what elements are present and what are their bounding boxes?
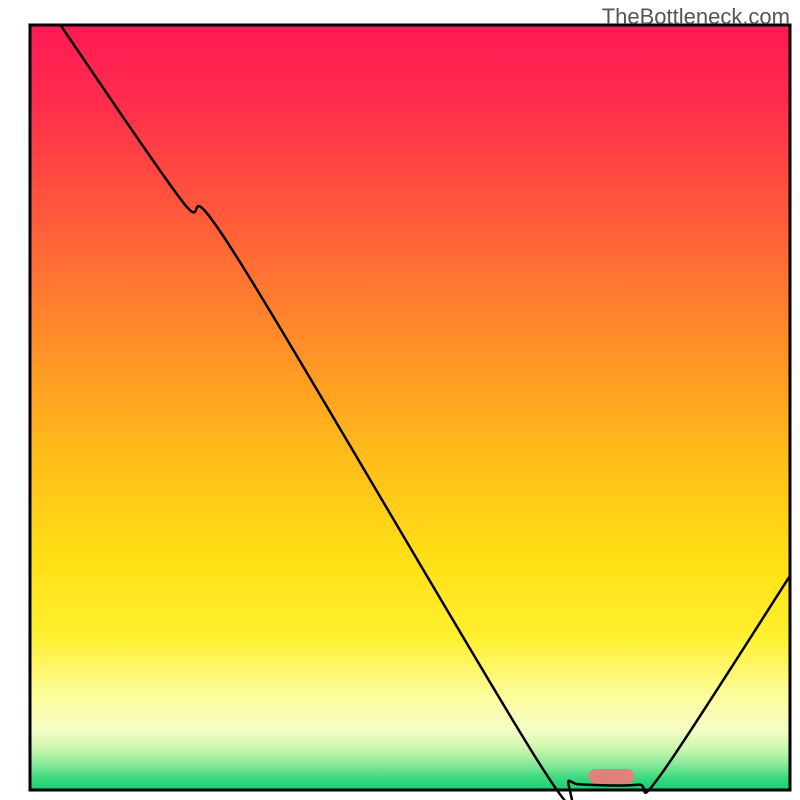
optimal-marker xyxy=(589,769,635,784)
gradient-background xyxy=(30,25,790,790)
bottleneck-chart xyxy=(0,0,800,800)
attribution-text: TheBottleneck.com xyxy=(602,4,790,30)
chart-container: TheBottleneck.com xyxy=(0,0,800,800)
